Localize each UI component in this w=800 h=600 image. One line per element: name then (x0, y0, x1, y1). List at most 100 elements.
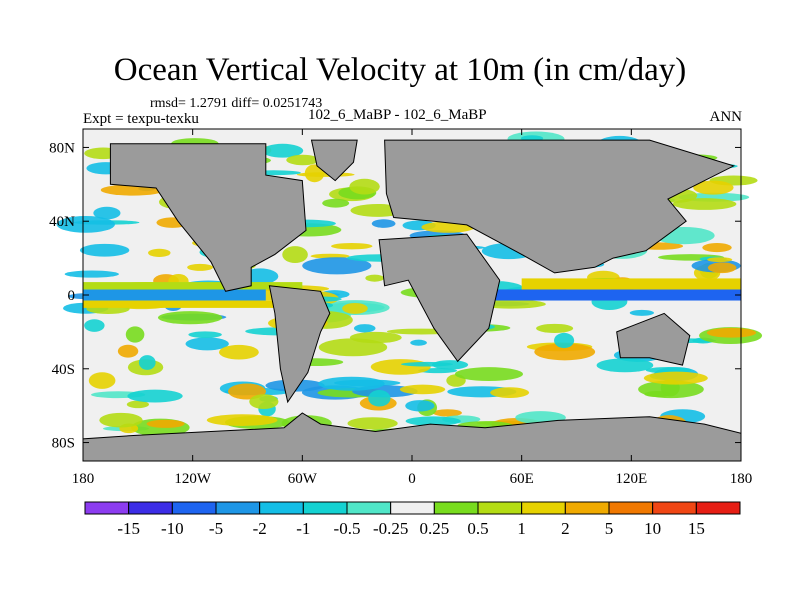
land-eurasia (384, 139, 736, 274)
y-tick-label: 40S (52, 362, 75, 378)
colorbar-label: -2 (253, 519, 267, 538)
land-antarctica (82, 412, 742, 462)
field-blob (249, 394, 279, 410)
field-blob (672, 198, 737, 210)
land-africa (378, 233, 501, 363)
experiment-label: Expt = texpu-texku (83, 111, 199, 127)
field-blob (322, 198, 350, 208)
field-blob (368, 390, 391, 407)
colorbar-label: 0.25 (419, 519, 449, 538)
chart-title: Ocean Vertical Velocity at 10m (in cm/da… (113, 52, 687, 88)
field-blob (707, 262, 737, 274)
field-blob (454, 367, 523, 381)
field-blob (349, 331, 402, 344)
field-blob (534, 343, 596, 361)
y-tick-label: 80S (52, 436, 75, 452)
field-blob (88, 372, 116, 389)
field-blob (644, 391, 671, 398)
center-label: 102_6_MaBP - 102_6_MaBP (308, 107, 487, 123)
field-blob (432, 360, 469, 370)
field-blob (629, 309, 654, 316)
field-blob (56, 215, 115, 233)
y-tick-label: 40N (49, 214, 75, 230)
field-blob (349, 178, 380, 195)
land-australia (616, 312, 691, 366)
x-tick-label: 0 (408, 471, 416, 487)
x-tick-label: 120W (174, 471, 212, 487)
field-blob (127, 389, 183, 403)
colorbar-swatch (84, 501, 130, 515)
colorbar-swatch (608, 501, 654, 515)
field-blob (490, 387, 530, 399)
field-blob (536, 323, 574, 334)
field-blob (99, 412, 143, 428)
colorbar-label: -15 (117, 519, 140, 538)
stats-label: rmsd= 1.2791 diff= 0.0251743 (150, 96, 323, 111)
field-blob (554, 332, 575, 349)
field-blob (405, 400, 435, 412)
colorbar-swatch (652, 501, 697, 515)
field-blob (399, 384, 446, 395)
colorbar-swatch (215, 501, 261, 515)
land-north-america (109, 143, 307, 292)
field-blob (157, 311, 223, 325)
field-blob (302, 257, 372, 275)
colorbar-swatch (259, 501, 304, 515)
field-blob (365, 274, 384, 282)
field-blob (282, 246, 308, 264)
field-blob (126, 400, 149, 409)
x-tick-label: 180 (730, 471, 753, 487)
colorbar-label: -5 (209, 519, 223, 538)
colorbar-swatch (390, 501, 435, 515)
x-tick-label: 180 (72, 471, 95, 487)
land-greenland (310, 139, 358, 182)
axes: 180 120W 60W 0 60E 120E 180 80N 40N 0 40S 80S (49, 129, 752, 487)
field-blob (643, 371, 708, 385)
field-blob (187, 263, 214, 271)
field-blob (342, 303, 368, 314)
field-blob (117, 344, 139, 358)
field-blob (188, 331, 222, 338)
field-blob (410, 339, 427, 346)
field-blob (93, 206, 121, 220)
field-blob (702, 243, 732, 253)
colorbar-swatch (433, 501, 479, 515)
field-blob (125, 326, 145, 343)
colorbar-swatch (477, 501, 523, 515)
field-blob (138, 355, 156, 370)
field-blob (64, 270, 119, 278)
colorbar-label: -0.25 (373, 519, 408, 538)
x-tick-label: 60E (510, 471, 534, 487)
colorbar-swatch (346, 501, 392, 515)
field-blob (262, 143, 304, 158)
y-tick-label: 80N (49, 140, 75, 156)
colorbar-label: 1 (517, 519, 526, 538)
field-blob (706, 327, 757, 338)
colorbar-swatch (521, 501, 566, 515)
field-blob (79, 243, 130, 257)
land-south-america (268, 285, 331, 404)
field-blob (347, 417, 398, 430)
colorbar-swatch (128, 501, 173, 515)
field-blob (286, 154, 320, 166)
colorbar-label: -1 (296, 519, 310, 538)
field-blob (693, 180, 734, 195)
field-blob (353, 324, 376, 333)
colorbar-label: 15 (688, 519, 705, 538)
y-tick-label: 0 (68, 288, 76, 304)
field-blob (318, 376, 385, 391)
colorbar-label: 2 (561, 519, 570, 538)
colorbar-label: 5 (605, 519, 614, 538)
field-blob (206, 414, 278, 426)
indian-pacific-band-north (521, 278, 741, 290)
field-blob (330, 242, 373, 250)
field-blob (707, 257, 733, 263)
field-blob (433, 409, 462, 417)
indian-pacific-band (485, 289, 741, 301)
colorbar-label: 0.5 (467, 519, 488, 538)
land (82, 139, 742, 462)
x-tick-label: 60W (288, 471, 318, 487)
field-blob (218, 344, 259, 360)
